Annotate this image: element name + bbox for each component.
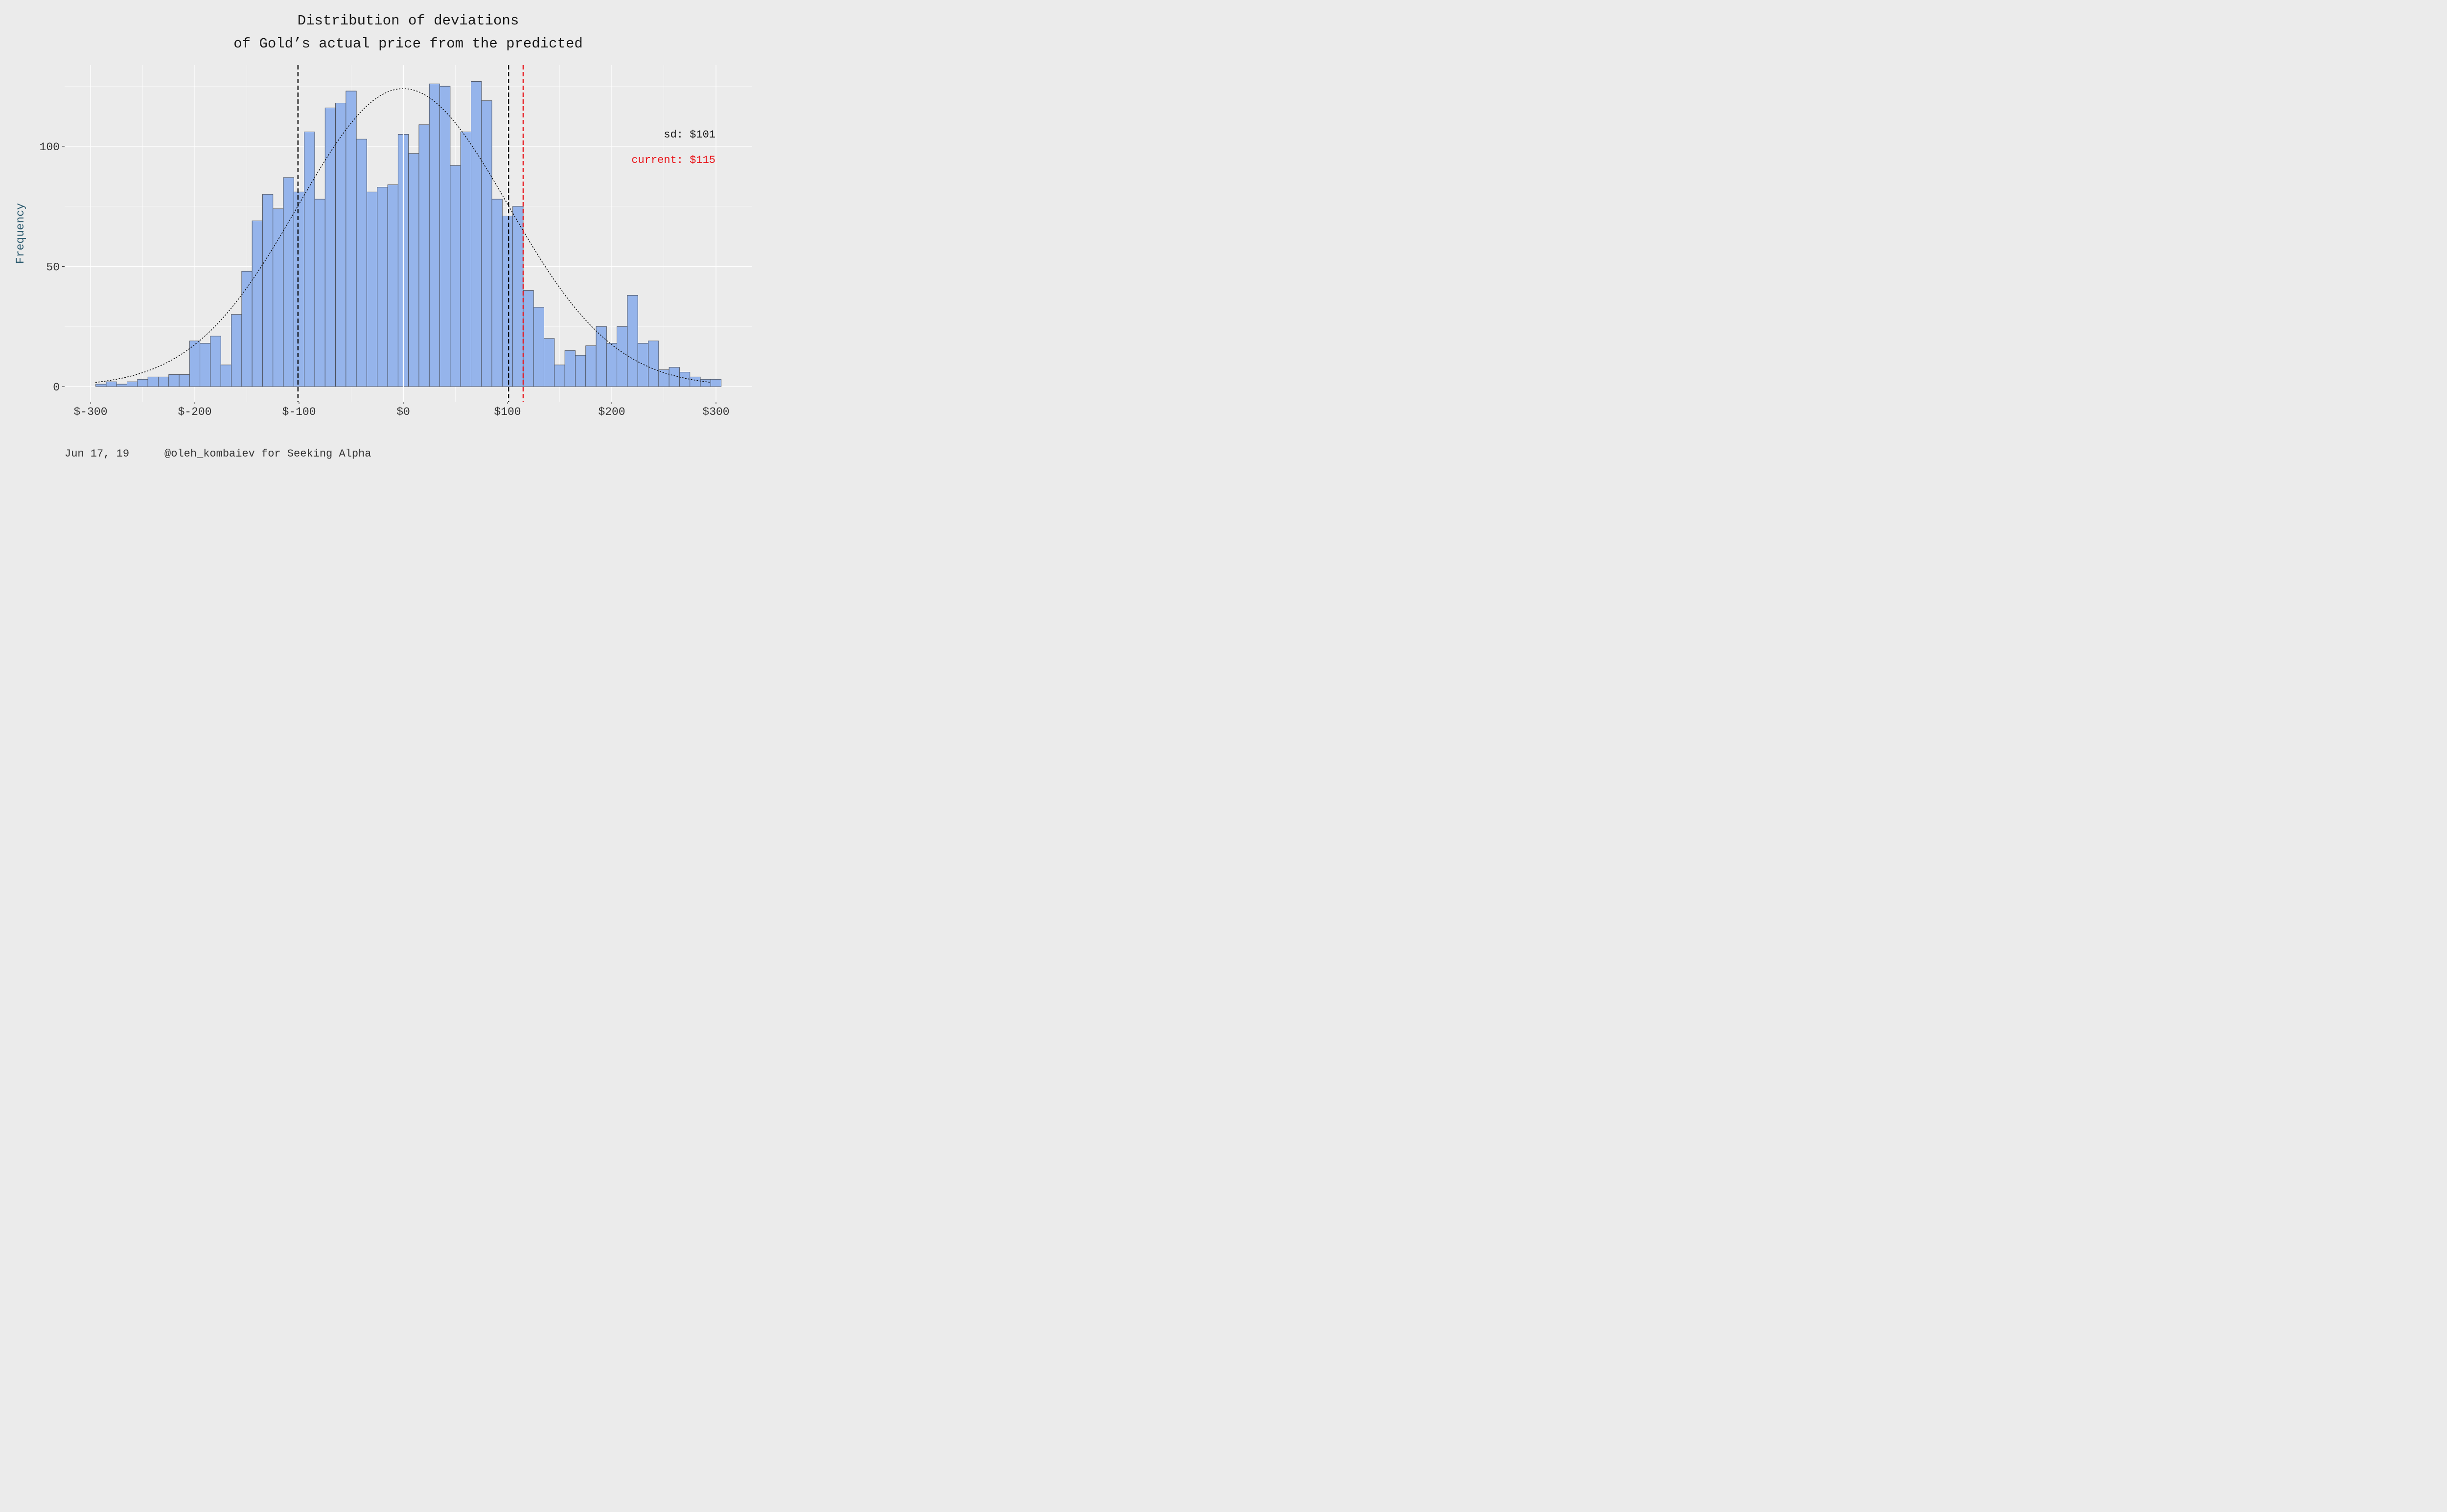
histogram-bar bbox=[106, 381, 117, 387]
histogram-bar bbox=[700, 379, 711, 387]
histogram-bar bbox=[241, 271, 253, 387]
histogram-bar bbox=[564, 350, 576, 387]
histogram-bar bbox=[387, 184, 398, 387]
x-tick-label: $300 bbox=[702, 406, 729, 418]
x-tick-label: $200 bbox=[598, 406, 625, 418]
x-axis-ticks: $-300 $-200 $-100 $0 $100 $200 $300 bbox=[73, 402, 730, 418]
histogram-bar bbox=[210, 336, 221, 387]
histogram-bar bbox=[617, 326, 628, 387]
histogram-bar bbox=[252, 220, 263, 387]
y-tick-label: 100 bbox=[40, 141, 60, 154]
histogram-bar bbox=[637, 343, 648, 387]
histogram-bar bbox=[554, 365, 565, 387]
histogram-bar bbox=[356, 138, 367, 387]
caption-date: Jun 17, 19 bbox=[65, 448, 129, 460]
histogram-bar bbox=[367, 191, 378, 387]
x-tick-label: $100 bbox=[494, 406, 521, 418]
chart-title-line-1: Distribution of deviations bbox=[298, 13, 519, 29]
x-tick-label: $-300 bbox=[73, 406, 107, 418]
histogram-bar bbox=[147, 376, 159, 387]
reference-lines bbox=[297, 65, 524, 402]
histogram-bar bbox=[273, 208, 284, 387]
plot-panel bbox=[65, 65, 752, 402]
histogram-bar bbox=[335, 103, 346, 387]
histogram-bar bbox=[450, 165, 461, 387]
histogram-bar bbox=[127, 381, 138, 387]
histogram-bars bbox=[95, 81, 722, 387]
histogram-bar bbox=[471, 81, 482, 387]
histogram-bar bbox=[324, 107, 336, 387]
histogram-bar bbox=[168, 374, 180, 387]
histogram-bar bbox=[314, 199, 325, 387]
histogram-bar bbox=[408, 153, 419, 387]
histogram-bar bbox=[502, 215, 513, 387]
histogram-bar bbox=[481, 100, 492, 387]
caption-credit: @oleh_kombaiev for Seeking Alpha bbox=[164, 448, 371, 460]
chart-title-line-2: of Gold’s actual price from the predicte… bbox=[233, 36, 583, 52]
histogram-bar bbox=[710, 379, 722, 387]
histogram-bar bbox=[596, 326, 607, 387]
y-axis-label: Frequency bbox=[14, 203, 27, 264]
histogram-bar bbox=[116, 384, 127, 387]
histogram-bar bbox=[304, 132, 315, 387]
y-tick-label: 0 bbox=[53, 381, 60, 394]
histogram-chart: Distribution of deviations of Gold’s act… bbox=[0, 0, 767, 474]
histogram-bar bbox=[283, 177, 294, 387]
histogram-bar bbox=[262, 194, 274, 387]
histogram-bar bbox=[439, 86, 451, 387]
x-tick-label: $-100 bbox=[282, 406, 316, 418]
histogram-bar bbox=[346, 91, 357, 387]
y-axis-ticks: 0 50 100 bbox=[40, 141, 65, 394]
histogram-bar bbox=[429, 83, 440, 387]
histogram-bar bbox=[679, 372, 691, 387]
y-tick-label: 50 bbox=[46, 261, 60, 274]
histogram-bar bbox=[137, 379, 148, 387]
histogram-bar bbox=[293, 191, 305, 387]
current-annotation: current: $115 bbox=[631, 154, 716, 166]
histogram-bar bbox=[627, 295, 638, 387]
histogram-bar bbox=[533, 307, 544, 387]
histogram-bar bbox=[377, 187, 388, 387]
histogram-bar bbox=[544, 338, 555, 387]
histogram-bar bbox=[585, 345, 597, 387]
x-tick-label: $-200 bbox=[178, 406, 211, 418]
histogram-bar bbox=[690, 376, 701, 387]
histogram-bar bbox=[231, 314, 242, 387]
histogram-bar bbox=[606, 343, 618, 387]
histogram-bar bbox=[200, 343, 211, 387]
histogram-bar bbox=[575, 355, 586, 387]
histogram-bar bbox=[158, 376, 169, 387]
histogram-bar bbox=[669, 367, 680, 387]
histogram-bar bbox=[95, 384, 107, 387]
histogram-bar bbox=[523, 290, 534, 387]
sd-annotation: sd: $101 bbox=[664, 129, 716, 141]
x-tick-label: $0 bbox=[396, 406, 410, 418]
histogram-bar bbox=[512, 206, 524, 387]
histogram-bar bbox=[220, 365, 231, 387]
histogram-bar bbox=[491, 199, 503, 387]
histogram-bar bbox=[658, 369, 669, 387]
histogram-bar bbox=[418, 124, 430, 387]
histogram-bar bbox=[179, 374, 190, 387]
histogram-bar bbox=[648, 341, 659, 387]
histogram-bar bbox=[460, 132, 471, 387]
